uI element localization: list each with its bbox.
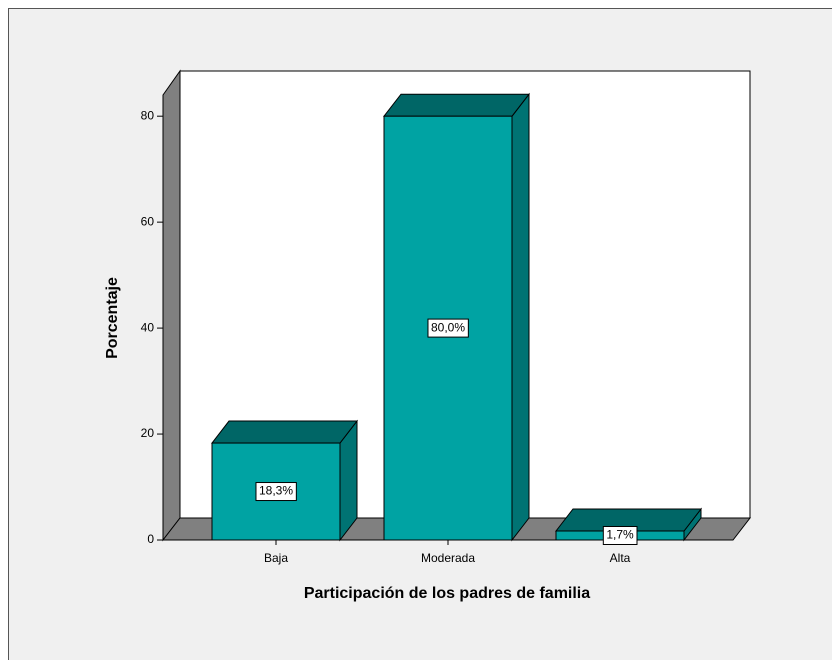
y-tick-label: 60 <box>141 214 155 228</box>
x-tick-label: Baja <box>264 551 288 565</box>
value-label-box <box>602 525 638 545</box>
value-label: 1,7% <box>606 528 634 542</box>
bar-top <box>210 420 359 444</box>
value-label: 18,3% <box>259 484 293 498</box>
y-tick-label: 80 <box>141 108 155 122</box>
y-tick-label: 20 <box>141 426 155 440</box>
bar <box>382 92 531 542</box>
y-axis-title: Porcentaje <box>104 277 121 359</box>
value-label-box <box>255 482 297 502</box>
y-tick-label: 40 <box>141 320 155 334</box>
value-label: 80,0% <box>431 320 465 334</box>
bar <box>210 419 359 542</box>
bar-side <box>511 92 530 542</box>
x-tick-label: Moderada <box>421 551 475 565</box>
y-tick-label: 0 <box>147 532 154 546</box>
value-label-box <box>427 318 469 338</box>
bar-top <box>382 93 531 117</box>
side-wall <box>162 69 181 542</box>
x-axis-title: Participación de los padres de familia <box>304 585 590 602</box>
x-tick-label: Alta <box>610 551 631 565</box>
